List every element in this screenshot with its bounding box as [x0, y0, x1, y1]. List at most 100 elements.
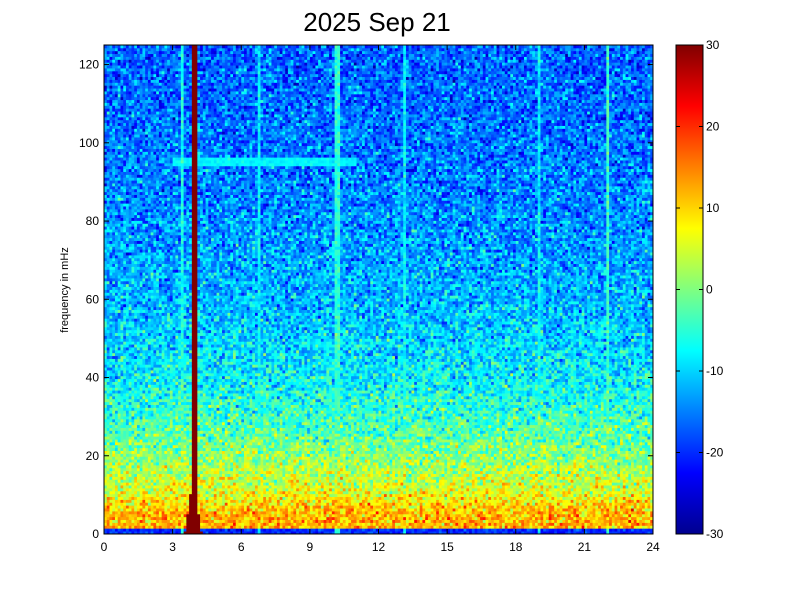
heatmap-cell — [409, 508, 412, 511]
heatmap-cell — [593, 465, 596, 468]
heatmap-cell — [357, 488, 360, 491]
heatmap-cell — [568, 476, 571, 479]
heatmap-cell — [263, 494, 266, 497]
heatmap-cell — [392, 497, 395, 500]
heatmap-cell — [274, 476, 277, 479]
heatmap-cell — [217, 479, 220, 482]
heatmap-cell — [387, 520, 390, 523]
heatmap-cell — [477, 479, 480, 482]
heatmap-cell — [453, 497, 456, 500]
heatmap-cell — [118, 505, 121, 508]
heatmap-cell — [598, 471, 601, 474]
heatmap-cell — [313, 482, 316, 485]
heatmap-cell — [335, 508, 338, 511]
heatmap-cell — [129, 517, 132, 520]
heatmap-cell — [590, 505, 593, 508]
heatmap-cell — [472, 488, 475, 491]
heatmap-cell — [499, 497, 502, 500]
heatmap-cell — [285, 494, 288, 497]
heatmap-cell — [623, 525, 626, 528]
heatmap-cell — [236, 476, 239, 479]
heatmap-cell — [164, 471, 167, 474]
heatmap-cell — [247, 488, 250, 491]
heatmap-cell — [425, 517, 428, 520]
heatmap-cell — [579, 488, 582, 491]
heatmap-cell — [637, 497, 640, 500]
heatmap-cell — [513, 505, 516, 508]
heatmap-cell — [554, 525, 557, 528]
heatmap-cell — [123, 479, 126, 482]
heatmap-cell — [208, 494, 211, 497]
heatmap-cell — [153, 468, 156, 471]
heatmap-cell — [617, 479, 620, 482]
heatmap-cell — [513, 485, 516, 488]
heatmap-cell — [222, 522, 225, 525]
heatmap-cell — [593, 502, 596, 505]
heatmap-cell — [255, 525, 258, 528]
heatmap-cell — [148, 499, 151, 502]
heatmap-cell — [233, 471, 236, 474]
heatmap-cell — [225, 488, 228, 491]
heatmap-cell — [477, 491, 480, 494]
heatmap-cell — [370, 485, 373, 488]
heatmap-cell — [593, 479, 596, 482]
heatmap-cell — [436, 502, 439, 505]
heatmap-cell — [549, 488, 552, 491]
heatmap-cell — [620, 465, 623, 468]
heatmap-cell — [417, 502, 420, 505]
heatmap-cell — [549, 485, 552, 488]
heatmap-cell — [579, 465, 582, 468]
heatmap-cell — [571, 471, 574, 474]
heatmap-cell — [461, 528, 464, 531]
heatmap-cell — [442, 514, 445, 517]
heatmap-cell — [192, 474, 195, 477]
heatmap-cell — [387, 471, 390, 474]
heatmap-cell — [373, 505, 376, 508]
heatmap-cell — [411, 485, 414, 488]
heatmap-cell — [433, 494, 436, 497]
heatmap-cell — [126, 528, 129, 531]
heatmap-cell — [601, 525, 604, 528]
heatmap-cell — [620, 474, 623, 477]
heatmap-cell — [609, 462, 612, 465]
heatmap-cell — [164, 514, 167, 517]
heatmap-cell — [601, 502, 604, 505]
heatmap-cell — [140, 522, 143, 525]
heatmap-cell — [532, 514, 535, 517]
heatmap-cell — [609, 522, 612, 525]
heatmap-cell — [354, 522, 357, 525]
heatmap-cell — [115, 499, 118, 502]
heatmap-cell — [513, 491, 516, 494]
heatmap-cell — [197, 474, 200, 477]
heatmap-cell — [321, 525, 324, 528]
heatmap-cell — [228, 525, 231, 528]
heatmap-cell — [244, 468, 247, 471]
heatmap-cell — [442, 528, 445, 531]
heatmap-cell — [598, 517, 601, 520]
heatmap-cell — [145, 488, 148, 491]
heatmap-cell — [458, 488, 461, 491]
heatmap-cell — [488, 502, 491, 505]
heatmap-cell — [466, 528, 469, 531]
heatmap-cell — [299, 497, 302, 500]
heatmap-cell — [595, 468, 598, 471]
heatmap-cell — [428, 517, 431, 520]
heatmap-cell — [233, 522, 236, 525]
heatmap-cell — [307, 522, 310, 525]
heatmap-cell — [233, 528, 236, 531]
heatmap-cell — [392, 505, 395, 508]
heatmap-cell — [400, 511, 403, 514]
heatmap-cell — [458, 479, 461, 482]
heatmap-cell — [258, 482, 261, 485]
heatmap-cell — [455, 525, 458, 528]
heatmap-cell — [362, 511, 365, 514]
heatmap-cell — [362, 479, 365, 482]
heatmap-cell — [170, 488, 173, 491]
heatmap-cell — [189, 520, 192, 523]
heatmap-cell — [502, 499, 505, 502]
heatmap-cell — [285, 520, 288, 523]
heatmap-cell — [340, 479, 343, 482]
heatmap-cell — [156, 525, 159, 528]
heatmap-cell — [535, 499, 538, 502]
heatmap-cell — [513, 474, 516, 477]
